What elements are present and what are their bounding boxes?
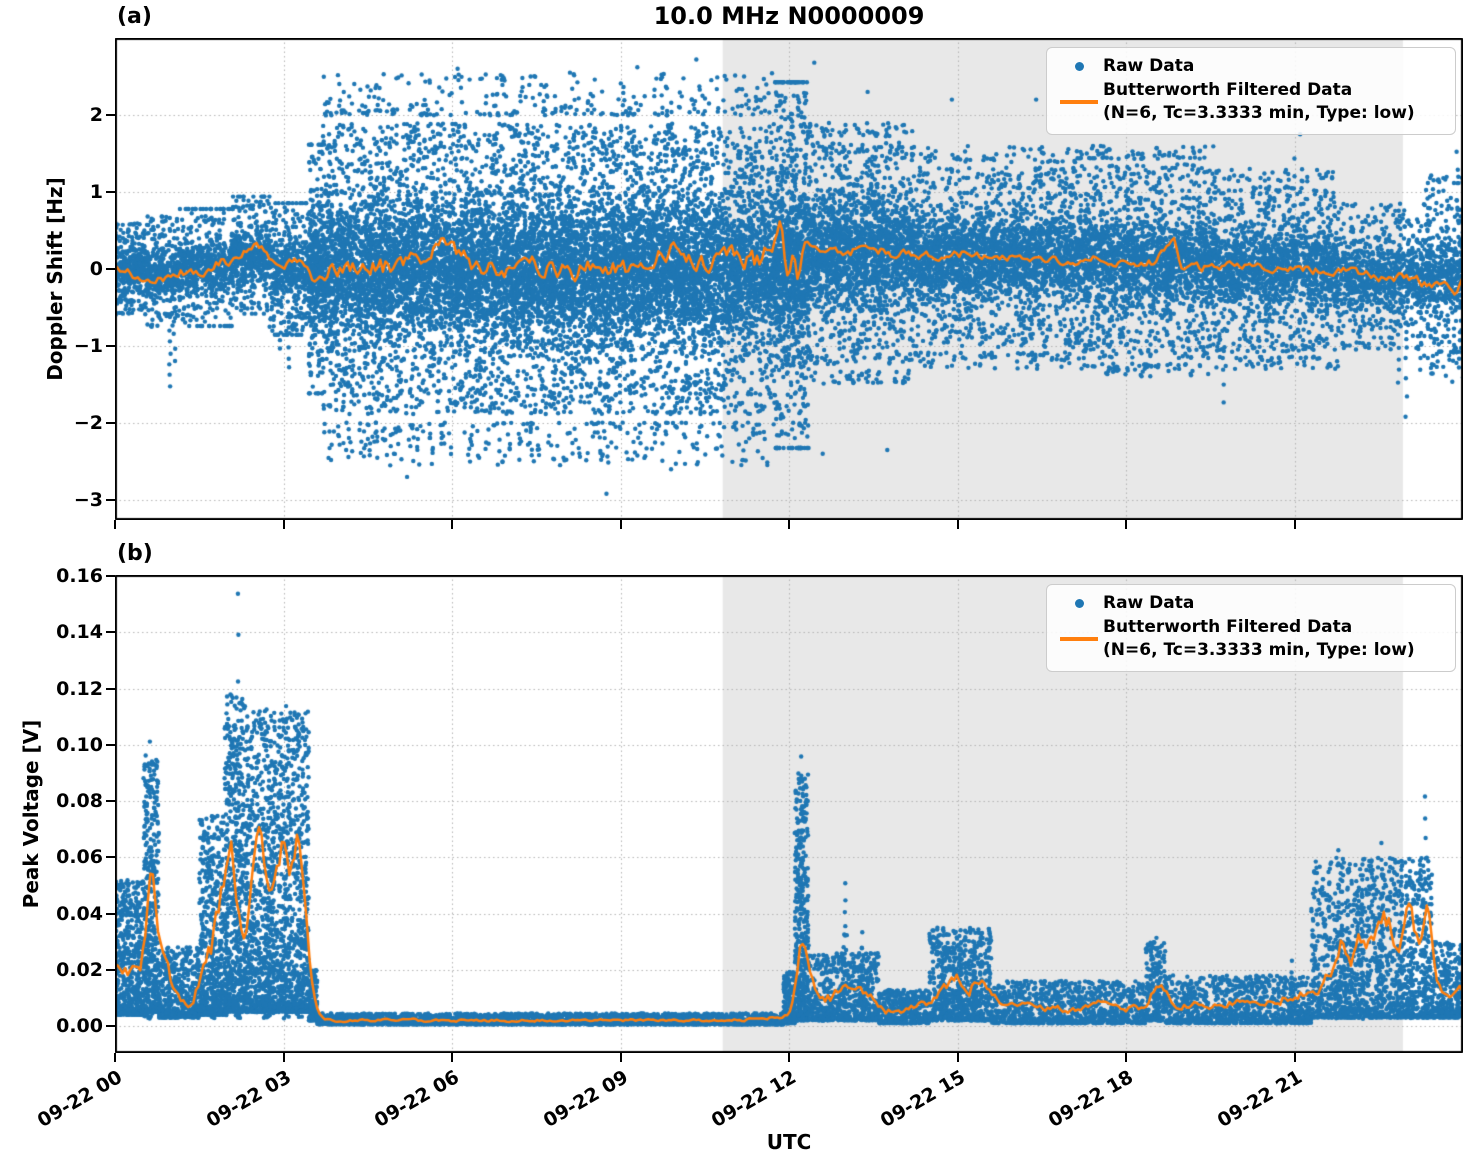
panel-a-label: (a): [117, 4, 152, 29]
raw-data-marker-icon: [1055, 599, 1103, 608]
x-tick-label: 09-22 15: [876, 1066, 969, 1132]
y-tick-mark: [106, 499, 115, 501]
filtered-line-marker-icon: [1055, 637, 1103, 641]
y-tick-mark: [106, 744, 115, 746]
filtered-line-marker-icon: [1055, 100, 1103, 104]
y-tick-label: 0.06: [56, 846, 103, 868]
y-tick-label: −2: [73, 412, 103, 434]
x-tick-label: 09-22 18: [1044, 1066, 1137, 1132]
y-tick-mark: [106, 631, 115, 633]
x-tick-mark: [620, 1053, 622, 1062]
y-tick-mark: [106, 688, 115, 690]
legend-row-raw: Raw Data: [1055, 592, 1447, 615]
x-tick-label: 09-22 12: [707, 1066, 800, 1132]
y-tick-mark: [106, 268, 115, 270]
x-tick-mark: [788, 1053, 790, 1062]
x-tick-mark: [1294, 520, 1296, 529]
y-tick-mark: [106, 913, 115, 915]
y-tick-mark: [106, 191, 115, 193]
y-tick-label: 0.02: [56, 959, 103, 981]
y-tick-mark: [106, 969, 115, 971]
x-tick-label: 09-22 06: [370, 1066, 463, 1132]
y-tick-mark: [106, 422, 115, 424]
legend-filtered-label: Butterworth Filtered Data (N=6, Tc=3.333…: [1103, 79, 1415, 125]
x-tick-mark: [451, 520, 453, 529]
legend-filtered-title: Butterworth Filtered Data: [1103, 80, 1353, 100]
x-tick-mark: [788, 520, 790, 529]
x-tick-label: 09-22 21: [1213, 1066, 1306, 1132]
x-tick-label: 09-22 03: [202, 1066, 295, 1132]
x-tick-mark: [283, 520, 285, 529]
y-tick-label: −3: [73, 489, 103, 511]
x-axis-label: UTC: [766, 1130, 812, 1154]
legend-raw-label: Raw Data: [1103, 56, 1195, 76]
legend-filtered-params: (N=6, Tc=3.3333 min, Type: low): [1103, 103, 1415, 123]
y-tick-label: −1: [73, 335, 103, 357]
raw-data-marker-icon: [1055, 62, 1103, 71]
y-tick-label: 2: [89, 104, 103, 126]
x-tick-mark: [451, 1053, 453, 1062]
x-tick-mark: [1125, 1053, 1127, 1062]
x-tick-label: 09-22 00: [33, 1066, 126, 1132]
y-tick-label: 0.08: [56, 790, 103, 812]
figure-title: 10.0 MHz N0000009: [653, 2, 925, 30]
x-tick-mark: [114, 520, 116, 529]
y-tick-mark: [106, 345, 115, 347]
y-tick-mark: [106, 1025, 115, 1027]
legend-row-filtered: Butterworth Filtered Data (N=6, Tc=3.333…: [1055, 79, 1447, 125]
y-tick-mark: [106, 856, 115, 858]
legend-row-filtered: Butterworth Filtered Data (N=6, Tc=3.333…: [1055, 616, 1447, 662]
x-tick-mark: [620, 520, 622, 529]
y-tick-label: 0.16: [56, 565, 103, 587]
y-tick-mark: [106, 114, 115, 116]
x-tick-mark: [957, 520, 959, 529]
y-tick-label: 0: [89, 258, 103, 280]
y-tick-label: 0.14: [56, 621, 103, 643]
legend-filtered-params: (N=6, Tc=3.3333 min, Type: low): [1103, 640, 1415, 660]
x-tick-mark: [1125, 520, 1127, 529]
panel-b-legend: Raw Data Butterworth Filtered Data (N=6,…: [1046, 584, 1456, 672]
x-tick-mark: [1294, 1053, 1296, 1062]
legend-row-raw: Raw Data: [1055, 55, 1447, 78]
x-tick-label: 09-22 09: [539, 1066, 632, 1132]
y-tick-label: 1: [89, 181, 103, 203]
y-tick-label: 0.04: [56, 903, 103, 925]
x-tick-mark: [114, 1053, 116, 1062]
x-tick-mark: [283, 1053, 285, 1062]
legend-filtered-label: Butterworth Filtered Data (N=6, Tc=3.333…: [1103, 616, 1415, 662]
y-tick-mark: [106, 575, 115, 577]
legend-filtered-title: Butterworth Filtered Data: [1103, 617, 1353, 637]
y-tick-label: 0.12: [56, 678, 103, 700]
x-tick-mark: [957, 1053, 959, 1062]
y-tick-label: 0.10: [56, 734, 103, 756]
panel-b-label: (b): [117, 541, 153, 566]
legend-raw-label: Raw Data: [1103, 593, 1195, 613]
y-tick-label: 0.00: [56, 1015, 103, 1037]
y-tick-mark: [106, 800, 115, 802]
panel-a-legend: Raw Data Butterworth Filtered Data (N=6,…: [1046, 47, 1456, 135]
